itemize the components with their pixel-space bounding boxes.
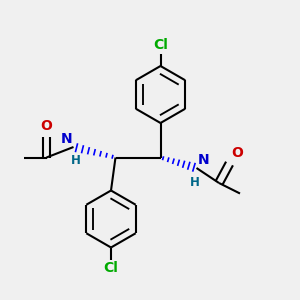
Text: Cl: Cl xyxy=(103,261,118,275)
Text: H: H xyxy=(190,176,200,189)
Text: H: H xyxy=(71,154,81,167)
Text: Cl: Cl xyxy=(153,38,168,52)
Text: O: O xyxy=(40,119,52,133)
Text: N: N xyxy=(60,132,72,146)
Text: N: N xyxy=(198,153,210,167)
Text: O: O xyxy=(231,146,243,160)
